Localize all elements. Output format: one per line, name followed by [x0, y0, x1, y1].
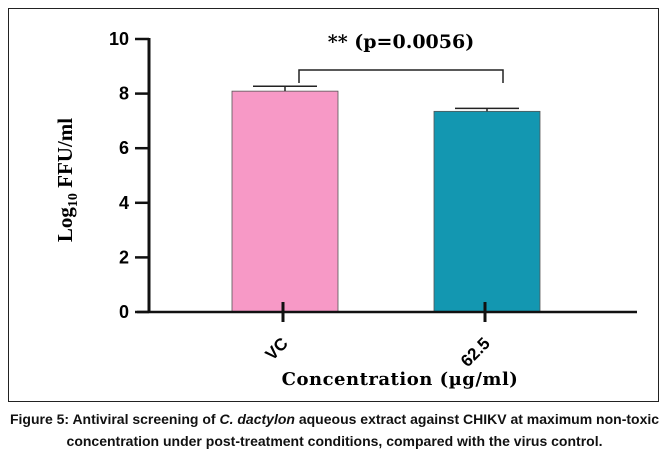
y-label-part: Log — [53, 207, 77, 243]
y-axis-label: Log10 FFU/ml — [53, 118, 81, 242]
caption-text: Figure 5: Antiviral screening of — [9, 411, 220, 427]
caption-text-rest: aqueous extract against CHIKV at maximum… — [66, 411, 660, 449]
significance-bracket — [298, 69, 504, 83]
y-tick-label: 6 — [119, 138, 129, 158]
figure-frame — [8, 8, 659, 402]
y-tick-label: 10 — [109, 29, 129, 49]
bar-VC — [231, 90, 339, 313]
x-tick-label: 62.5 — [457, 334, 494, 371]
bar-62.5 — [433, 110, 541, 313]
y-tick-label: 0 — [119, 302, 129, 322]
y-tick-label: 8 — [119, 84, 129, 104]
x-axis-label: Concentration (µg/ml) — [282, 369, 519, 390]
x-tick-label: VC — [262, 334, 292, 364]
y-label-part: 10 — [66, 193, 81, 207]
y-tick-label: 2 — [119, 247, 129, 267]
y-label-part: FFU/ml — [53, 118, 77, 193]
figure-caption: Figure 5: Antiviral screening of C. dact… — [0, 408, 669, 452]
y-tick-label: 4 — [119, 193, 129, 213]
caption-species: C. dactylon — [219, 411, 295, 427]
significance-label: ** (p=0.0056) — [328, 31, 474, 53]
